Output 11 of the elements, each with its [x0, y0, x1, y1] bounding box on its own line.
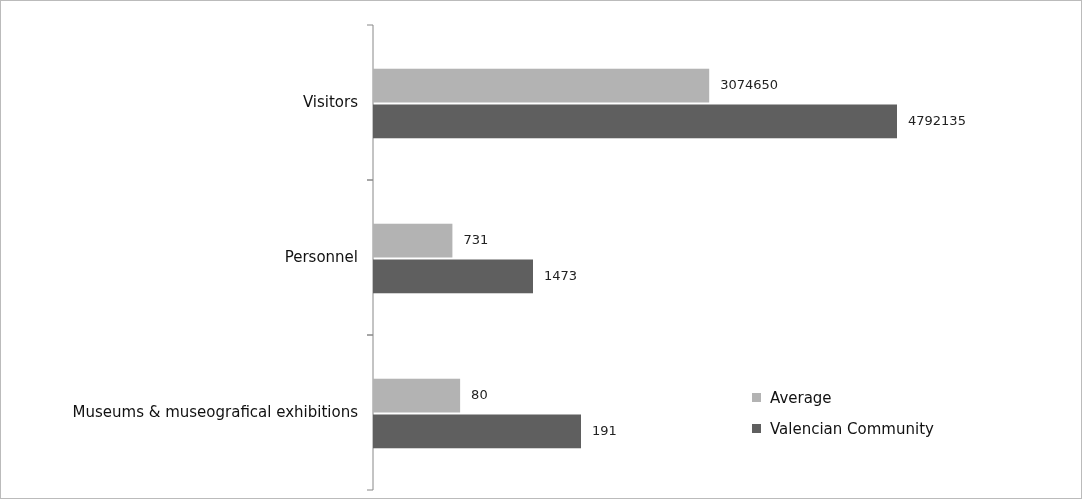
legend-label: Average [770, 388, 832, 407]
y-tick-label: Visitors [302, 93, 359, 111]
y-tick-label: Personnel [284, 248, 358, 266]
data-label: 3074650 [720, 77, 779, 93]
data-label: 731 [463, 232, 489, 248]
data-label: 1473 [544, 267, 578, 283]
legend-label: Valencian Community [770, 419, 935, 438]
data-label: 4792135 [908, 112, 966, 128]
data-label: 80 [471, 387, 488, 403]
y-tick-label: Museums & museografical exhibitions [72, 403, 359, 421]
data-label: 191 [592, 422, 617, 438]
